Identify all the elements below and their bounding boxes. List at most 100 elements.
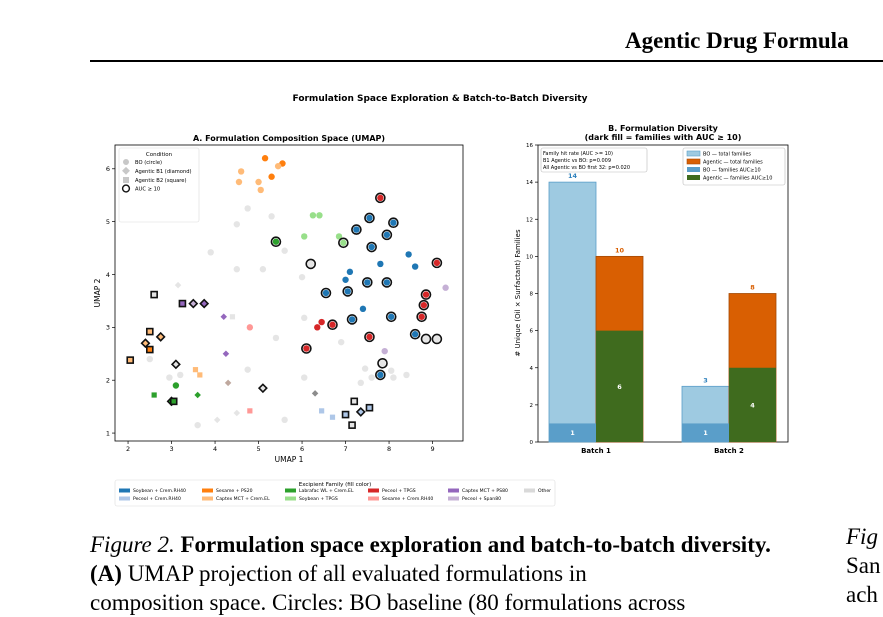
stats-line: B1 Agentic vs BO: p=0.009 <box>543 158 611 164</box>
auc-ring <box>351 224 362 235</box>
legend-label: Sesame + PS20 <box>216 488 253 494</box>
agentic-b1-marker <box>199 298 210 309</box>
umap-point <box>365 403 374 412</box>
umap-point <box>388 367 395 374</box>
umap-point <box>177 371 184 379</box>
umap-point <box>170 359 181 370</box>
umap-point <box>329 414 336 420</box>
agentic-b1-marker <box>233 409 241 417</box>
umap-point <box>255 178 262 186</box>
side-caption: Fig San ach <box>846 522 881 609</box>
excipient-legend-item: Soybean + TPGS <box>285 496 338 502</box>
side-caption-line: San <box>846 553 881 578</box>
auc-ring <box>409 328 421 340</box>
bo-marker <box>272 238 280 245</box>
legend-label: Captex MCT + Crem.EL <box>216 496 270 502</box>
agentic-b2-marker <box>197 372 203 378</box>
umap-point <box>357 379 364 387</box>
bo-marker <box>346 268 354 276</box>
stats-line: Family hit rate (AUC >= 10) <box>543 151 613 157</box>
bo-marker <box>166 374 173 381</box>
bo-marker <box>316 212 323 219</box>
umap-point <box>259 266 267 273</box>
bo-marker <box>381 347 388 355</box>
agentic-b1-marker <box>213 416 221 424</box>
bar-total-label: 10 <box>615 246 625 254</box>
umap-xtick-label: 6 <box>300 445 304 453</box>
excipient-legend-item: Other <box>524 488 551 494</box>
bo-marker <box>244 205 251 212</box>
bo-marker <box>379 360 386 367</box>
legend-swatch <box>119 496 130 501</box>
condition-legend: Condition BO (circle) Agentic B1 (diamon… <box>118 147 200 223</box>
bo-marker <box>268 213 275 220</box>
agentic-auc-bar <box>596 330 643 442</box>
caption-text-cut: composition space. Circles: BO baseline … <box>90 590 686 615</box>
excipient-legend-box <box>114 479 556 507</box>
figure-suptitle: Formulation Space Exploration & Batch-to… <box>292 94 588 104</box>
umap-ytick-label: 4 <box>106 271 110 279</box>
agentic-b2-square-marker <box>123 177 129 183</box>
bo-marker <box>383 231 391 239</box>
umap-ylabel: UMAP 2 <box>93 278 102 307</box>
bo-marker <box>246 324 254 331</box>
bo-marker <box>259 266 267 273</box>
diversity-ytick-label: 16 <box>526 143 533 149</box>
umap-point <box>355 406 366 417</box>
umap-xlabel: UMAP 1 <box>275 455 304 464</box>
umap-point <box>319 408 325 414</box>
bo-marker <box>390 219 397 226</box>
umap-point <box>420 333 432 345</box>
umap-point <box>146 327 154 336</box>
auc-ring <box>388 217 399 228</box>
running-title: Agentic Drug Formula <box>625 28 849 53</box>
umap-point <box>281 247 288 254</box>
diversity-ytick-label: 6 <box>530 329 534 335</box>
agentic-b1-marker <box>222 350 230 358</box>
legend-swatch <box>202 488 213 493</box>
diversity-ytick-label: 0 <box>530 440 534 446</box>
auc-ring <box>431 333 443 345</box>
diversity-ytick-label: 10 <box>526 254 533 260</box>
umap-point <box>233 221 240 228</box>
bo-marker <box>348 316 356 323</box>
bo-marker <box>353 226 360 233</box>
bo-marker <box>303 345 310 352</box>
bar-auc-label: 6 <box>617 383 622 391</box>
diversity-legend-label: BO — total families <box>703 152 751 158</box>
umap-title: A. Formulation Composition Space (UMAP) <box>193 134 385 143</box>
bo-marker <box>314 324 321 331</box>
caption-title: Formulation space exploration and batch-… <box>180 532 771 557</box>
umap-point <box>151 392 157 398</box>
excipient-legend-title: Excipient Family (fill color) <box>299 482 372 488</box>
agentic-auc-bar <box>729 367 776 442</box>
umap-point <box>220 313 228 321</box>
legend-label: Soybean + TPGS <box>299 496 338 502</box>
umap-ytick-label: 5 <box>106 218 110 226</box>
bo-marker <box>318 318 325 326</box>
bo-marker <box>377 260 384 268</box>
umap-point <box>233 409 241 417</box>
bo-marker <box>422 291 430 298</box>
caption-panel-label: (A) <box>90 561 122 586</box>
umap-xtick-label: 8 <box>387 445 391 453</box>
umap-point <box>375 192 386 204</box>
bo-marker <box>411 331 419 338</box>
bo-marker <box>357 379 364 387</box>
diversity-legend-swatch <box>686 150 701 157</box>
umap-point <box>207 249 214 256</box>
auc-ring <box>366 241 377 253</box>
legend-label: Peceol + Span80 <box>462 496 501 502</box>
umap-point <box>311 390 319 397</box>
umap-point <box>338 338 345 346</box>
umap-point <box>199 298 210 309</box>
umap-point <box>418 299 430 311</box>
auc-ring <box>431 257 443 269</box>
bo-marker <box>307 260 314 268</box>
diversity-title-line1: B. Formulation Diversity <box>608 124 719 133</box>
diversity-ytick-label: 14 <box>526 180 533 186</box>
umap-ytick-label: 6 <box>106 165 110 173</box>
bo-marker <box>272 334 280 342</box>
agentic-b1-marker <box>170 359 181 370</box>
